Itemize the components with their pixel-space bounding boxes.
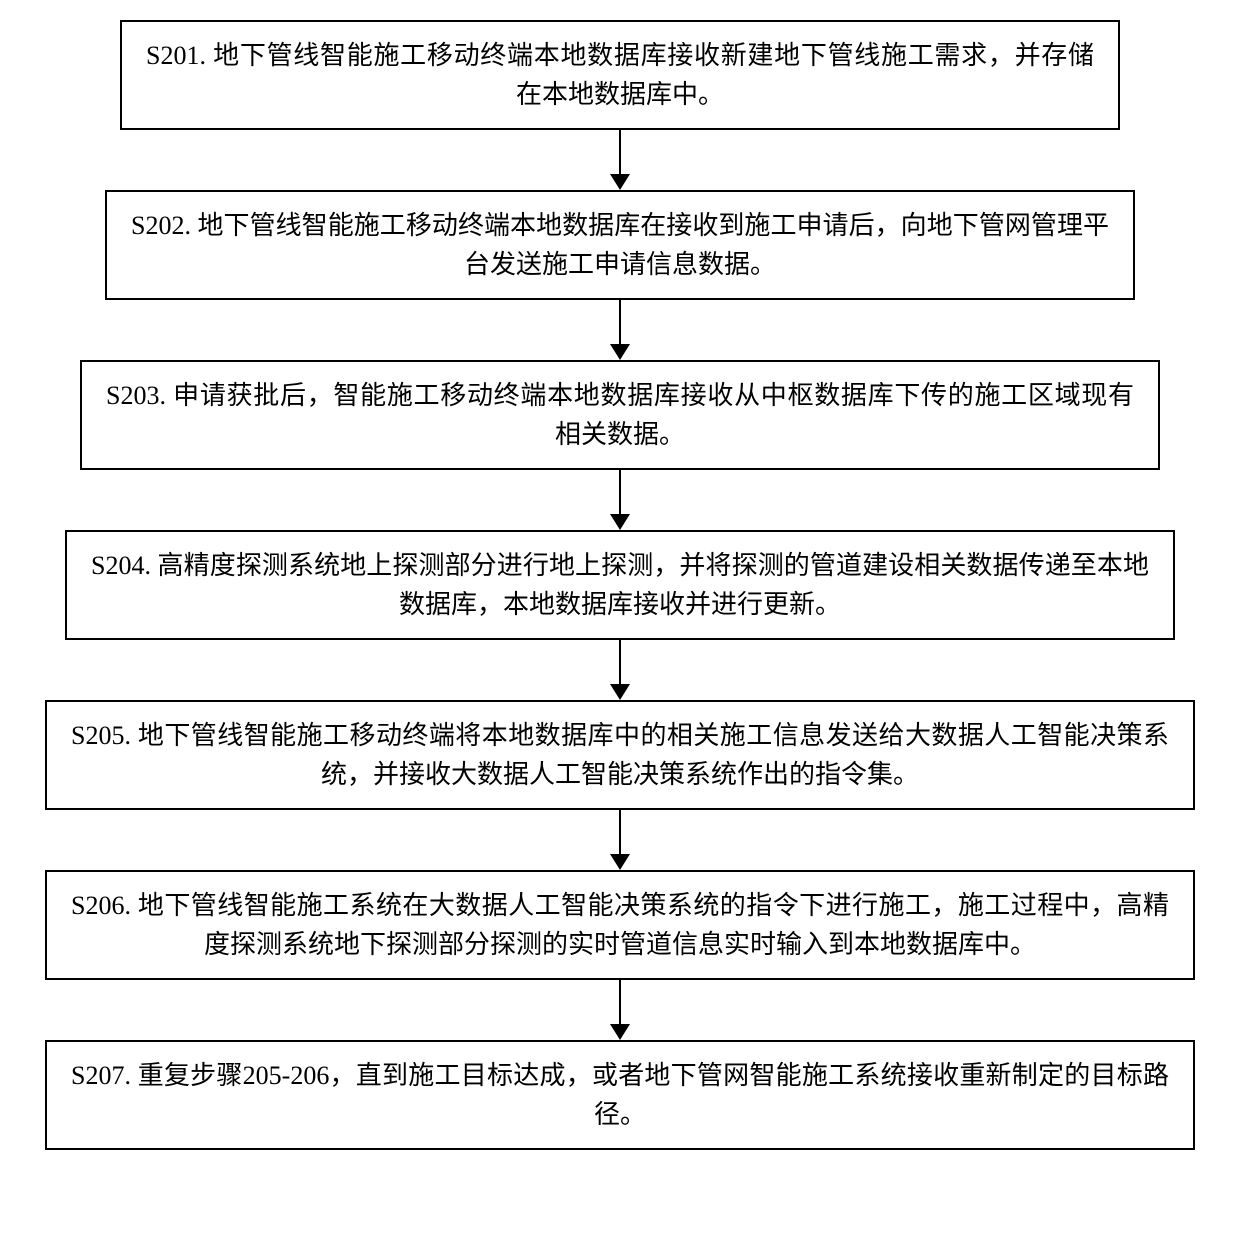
flowchart-container: S201. 地下管线智能施工移动终端本地数据库接收新建地下管线施工需求，并存储在…: [0, 20, 1240, 1150]
step-text: S204. 高精度探测系统地上探测部分进行地上探测，并将探测的管道建设相关数据传…: [91, 546, 1149, 624]
arrow: [610, 980, 630, 1040]
step-text: S206. 地下管线智能施工系统在大数据人工智能决策系统的指令下进行施工，施工过…: [71, 886, 1169, 964]
arrow: [610, 470, 630, 530]
step-s207: S207. 重复步骤205-206，直到施工目标达成，或者地下管网智能施工系统接…: [45, 1040, 1195, 1150]
step-text: S205. 地下管线智能施工移动终端将本地数据库中的相关施工信息发送给大数据人工…: [71, 716, 1169, 794]
arrow: [610, 810, 630, 870]
step-text: S202. 地下管线智能施工移动终端本地数据库在接收到施工申请后，向地下管网管理…: [131, 206, 1109, 284]
step-s201: S201. 地下管线智能施工移动终端本地数据库接收新建地下管线施工需求，并存储在…: [120, 20, 1120, 130]
step-text: S207. 重复步骤205-206，直到施工目标达成，或者地下管网智能施工系统接…: [71, 1056, 1169, 1134]
step-s205: S205. 地下管线智能施工移动终端将本地数据库中的相关施工信息发送给大数据人工…: [45, 700, 1195, 810]
step-s203: S203. 申请获批后，智能施工移动终端本地数据库接收从中枢数据库下传的施工区域…: [80, 360, 1160, 470]
step-s204: S204. 高精度探测系统地上探测部分进行地上探测，并将探测的管道建设相关数据传…: [65, 530, 1175, 640]
arrow: [610, 300, 630, 360]
arrow: [610, 130, 630, 190]
step-text: S201. 地下管线智能施工移动终端本地数据库接收新建地下管线施工需求，并存储在…: [146, 36, 1094, 114]
arrow: [610, 640, 630, 700]
step-s206: S206. 地下管线智能施工系统在大数据人工智能决策系统的指令下进行施工，施工过…: [45, 870, 1195, 980]
step-text: S203. 申请获批后，智能施工移动终端本地数据库接收从中枢数据库下传的施工区域…: [106, 376, 1134, 454]
step-s202: S202. 地下管线智能施工移动终端本地数据库在接收到施工申请后，向地下管网管理…: [105, 190, 1135, 300]
